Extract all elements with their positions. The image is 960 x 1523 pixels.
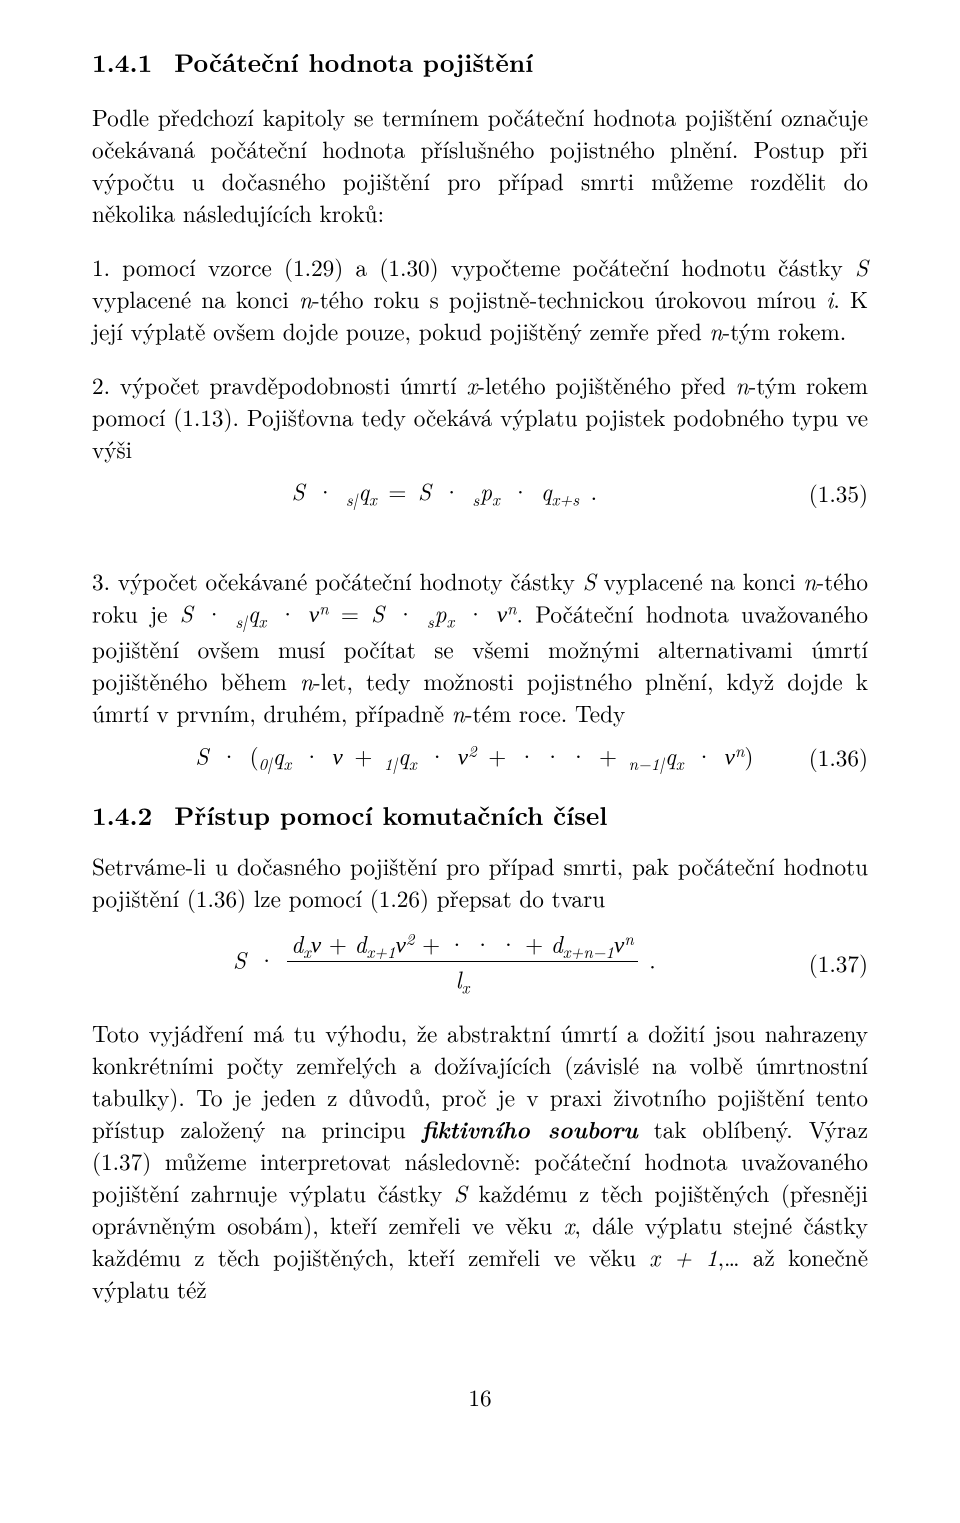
page-number: 16 [92, 1381, 868, 1413]
sym-S: S [454, 1176, 467, 1209]
item-3: 3. výpočet očekávané počáteční hodnoty č… [92, 565, 868, 729]
text: -tém roce. Tedy [465, 696, 625, 729]
text: -letého pojištěného před [477, 368, 735, 401]
text: 1. pomocí vzorce (1.29) a (1.30) vypočte… [92, 250, 855, 283]
equation-body: S · dxν + dx+1ν2 + · · · + dx+n−1νnlx . [92, 928, 797, 999]
heading-number: 1.4.1 [92, 44, 152, 79]
equation-number: (1.37) [797, 947, 868, 979]
sym-n: n [299, 282, 312, 315]
heading-text: Počáteční hodnota pojištění [174, 43, 533, 80]
para-142-2: Toto vyjádření má tu výhodu, že abstrakt… [92, 1017, 868, 1305]
equation-number: (1.36) [797, 741, 868, 773]
sym-n: n [300, 664, 313, 697]
heading-text: Přístup pomocí komutačních čísel [174, 796, 607, 833]
bold-term: fiktivního souboru [422, 1112, 638, 1146]
sym-x: x [564, 1208, 575, 1241]
sym-n: n [709, 314, 722, 347]
equation-body: S · s|qx = S · spx · qx+s . [92, 475, 797, 510]
text: -tým rokem. [723, 314, 847, 347]
text: 2. výpočet pravděpodobnosti úmrtí [92, 368, 467, 401]
sym-n: n [803, 564, 816, 597]
sym-x: x [467, 368, 478, 401]
equation-number: (1.35) [797, 477, 868, 509]
sym-S: S [583, 564, 596, 597]
text: -tého roku s pojistně-technickou úrokovo… [312, 282, 826, 315]
text: 3. výpočet očekávané počáteční hodnoty č… [92, 564, 583, 597]
equation-1-35: S · s|qx = S · spx · qx+s . (1.35) [92, 475, 868, 510]
spacer [92, 521, 868, 565]
sym-n: n [452, 696, 465, 729]
heading-1-4-1: 1.4.1 Počáteční hodnota pojištění [92, 44, 868, 79]
equation-1-36: S · (0|qx · ν + 1|qx · ν2 + · · · + n−1|… [92, 739, 868, 775]
page: 1.4.1 Počáteční hodnota pojištění Podle p… [0, 0, 960, 1453]
heading-1-4-2: 1.4.2 Přístup pomocí komutačních čísel [92, 797, 868, 832]
para-intro: Podle předchozí kapitoly se termínem poč… [92, 101, 868, 229]
equation-body: S · (0|qx · ν + 1|qx · ν2 + · · · + n−1|… [92, 739, 797, 775]
sym-S: S [855, 250, 868, 283]
equation-1-37: S · dxν + dx+1ν2 + · · · + dx+n−1νnlx . … [92, 928, 868, 999]
item-2: 2. výpočet pravděpodobnosti úmrtí x-leté… [92, 369, 868, 465]
para-142-1: Setrváme-li u dočasného pojištění pro př… [92, 850, 868, 914]
item-1: 1. pomocí vzorce (1.29) a (1.30) vypočte… [92, 251, 868, 347]
heading-number: 1.4.2 [92, 797, 152, 832]
sym-x-plus-1: x + 1 [649, 1240, 717, 1273]
sym-n: n [736, 368, 749, 401]
text: vyplacené na konci [92, 282, 299, 315]
text: vyplacené na konci [596, 564, 804, 597]
